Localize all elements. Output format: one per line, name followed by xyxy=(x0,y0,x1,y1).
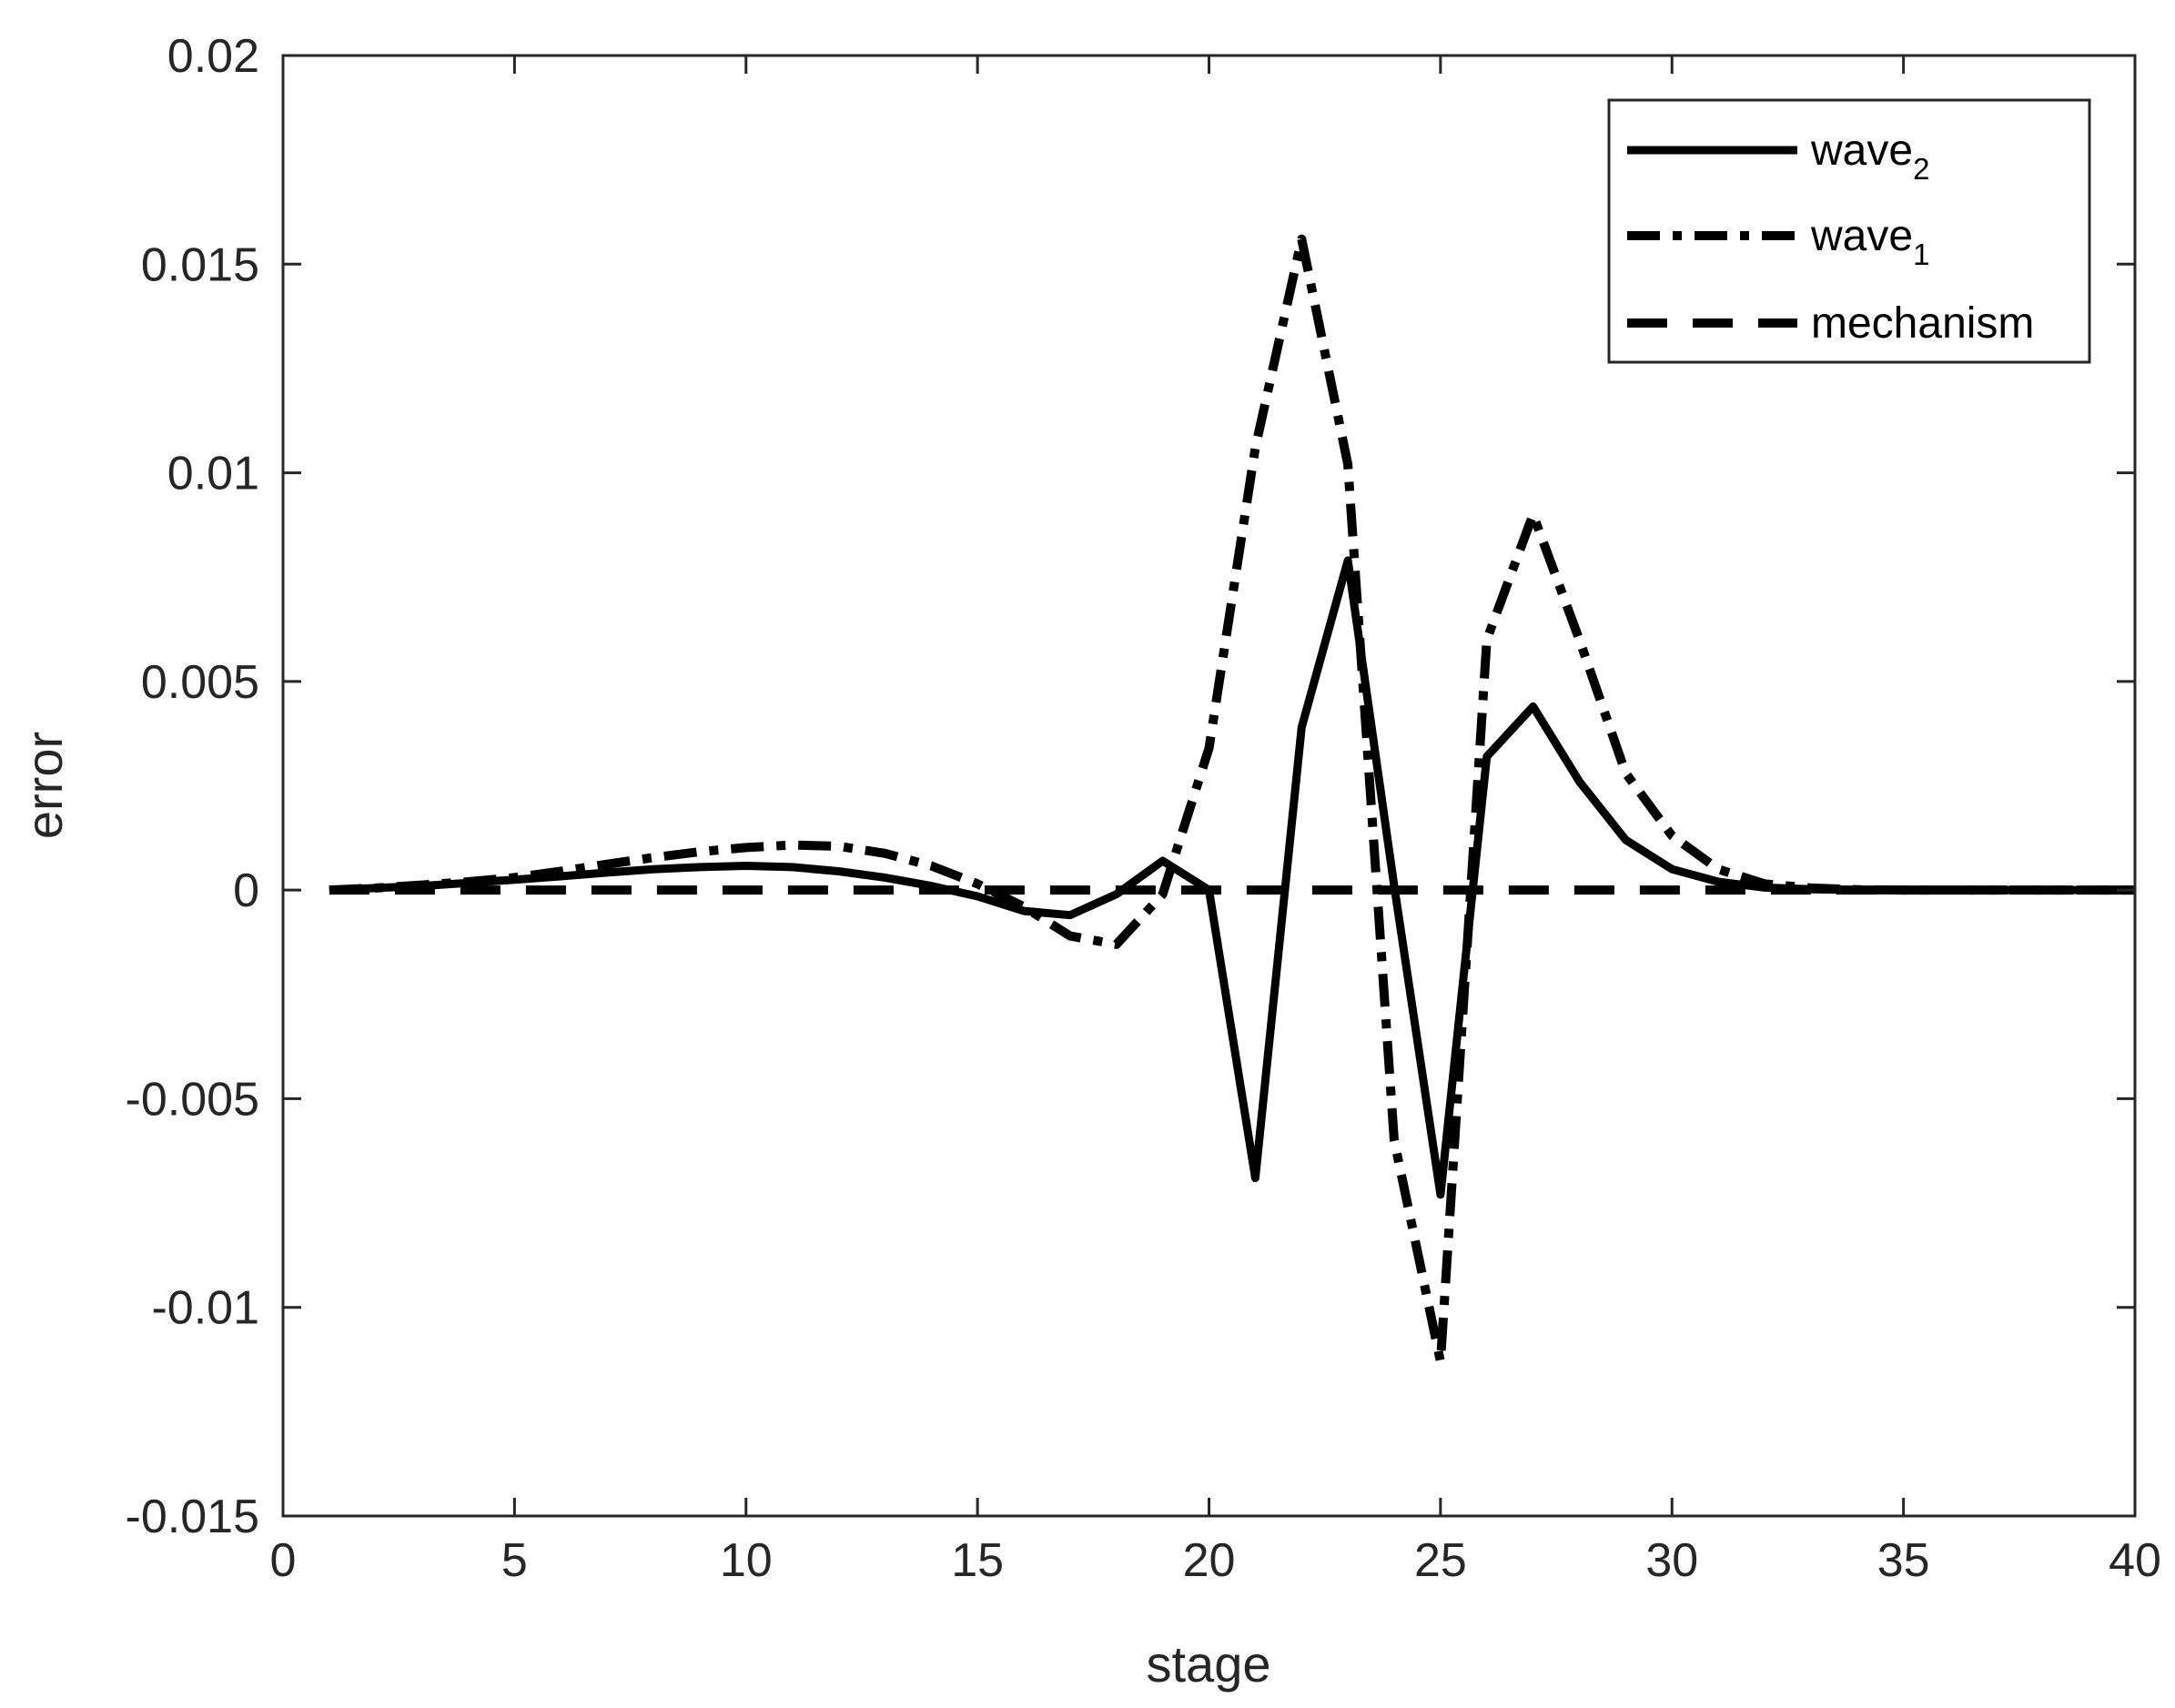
y-tick-label: -0.015 xyxy=(126,1491,259,1543)
y-tick-label: 0.01 xyxy=(167,448,259,500)
y-tick-label: 0.015 xyxy=(141,238,259,291)
series-layer xyxy=(329,234,2135,1367)
y-tick-label: 0 xyxy=(233,864,259,917)
x-tick-label: 10 xyxy=(720,1534,773,1587)
legend-label-subscript: 2 xyxy=(1913,152,1929,186)
x-tick-label: 40 xyxy=(2109,1534,2161,1587)
legend-label-subscript: 1 xyxy=(1913,238,1929,271)
series-line-wave2 xyxy=(329,556,2135,1199)
y-tick-label: -0.01 xyxy=(151,1282,259,1335)
x-tick-label: 15 xyxy=(951,1534,1004,1587)
legend-label: mechanism xyxy=(1811,299,2034,348)
y-tick-label: 0.005 xyxy=(141,656,259,709)
x-tick-label: 5 xyxy=(501,1534,528,1587)
y-tick-label: -0.005 xyxy=(126,1073,259,1126)
tick-label-layer: 0 5 10 15 20 25 30 35 40 -0.015 -0.01 -0.005 0 0.005 0… xyxy=(126,30,2161,1587)
x-tick-label: 30 xyxy=(1645,1534,1698,1587)
tick-layer xyxy=(281,54,2137,1518)
x-tick-label: 35 xyxy=(1877,1534,1930,1587)
y-tick-label: 0.02 xyxy=(167,30,259,83)
x-tick-label: 25 xyxy=(1414,1534,1467,1587)
legend-box xyxy=(1607,98,2091,364)
y-axis-label: error xyxy=(15,732,73,839)
x-tick-label: 0 xyxy=(270,1534,297,1587)
x-axis-label: stage xyxy=(1147,1635,1271,1693)
x-tick-label: 20 xyxy=(1183,1534,1236,1587)
